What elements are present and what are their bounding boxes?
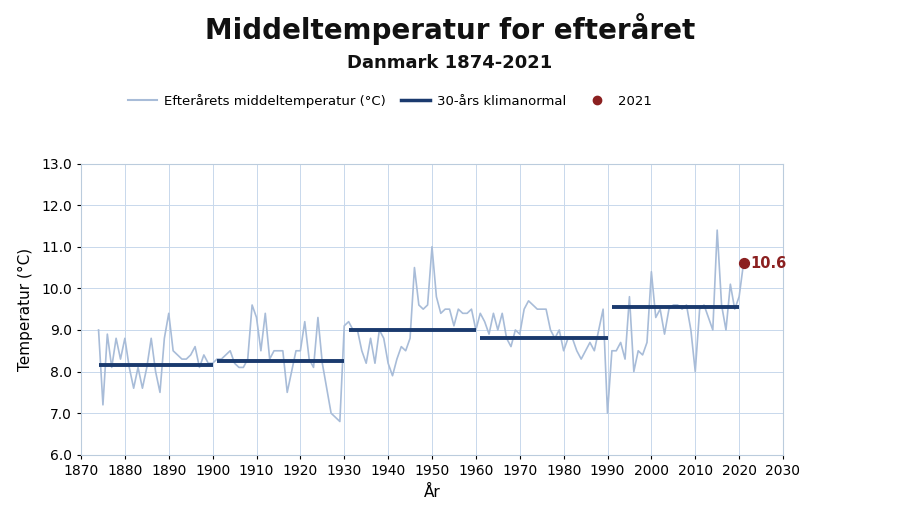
- Point: [736, 259, 751, 267]
- Text: 10.6: 10.6: [750, 256, 787, 271]
- Legend: Efterårets middeltemperatur (°C), 30-års klimanormal, 2021: Efterårets middeltemperatur (°C), 30-års…: [123, 88, 657, 113]
- Text: DMI: DMI: [825, 85, 848, 95]
- Text: Danmark 1874-2021: Danmark 1874-2021: [347, 54, 553, 72]
- Y-axis label: Temperatur (°C): Temperatur (°C): [18, 248, 32, 370]
- X-axis label: År: År: [424, 485, 440, 500]
- Text: Middeltemperatur for efteråret: Middeltemperatur for efteråret: [205, 13, 695, 45]
